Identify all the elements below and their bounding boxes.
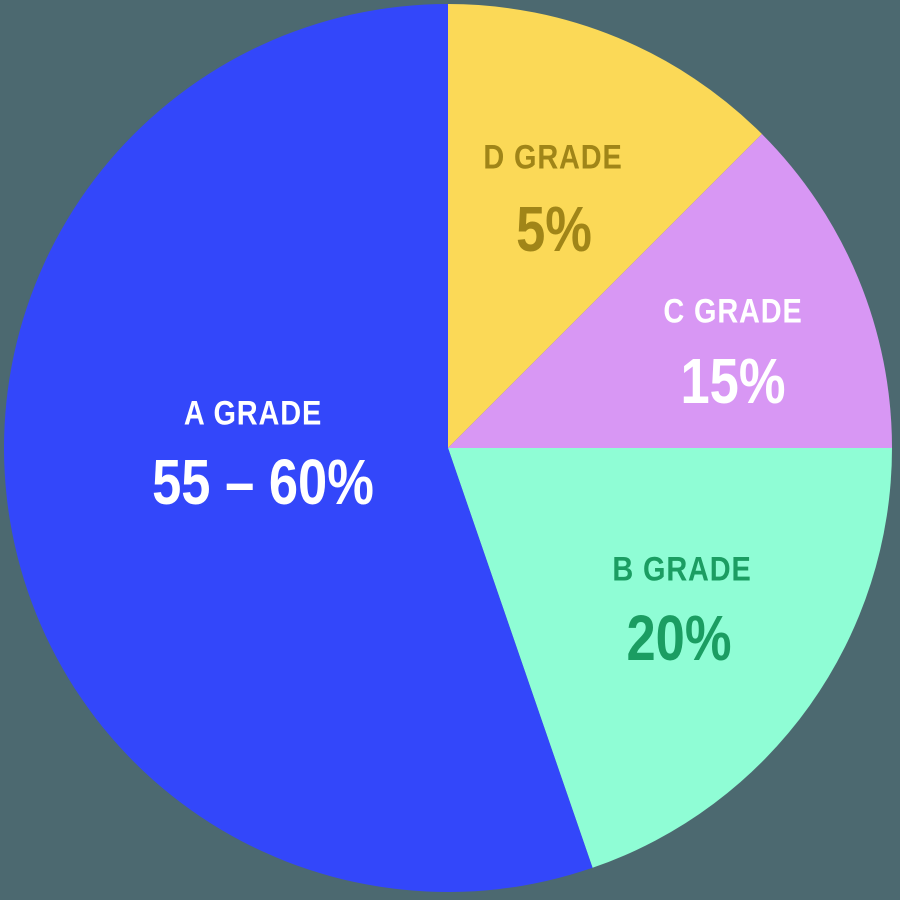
pie-slice-b-grade bbox=[448, 448, 892, 868]
slice-value-b-grade: 20% bbox=[626, 602, 732, 674]
slice-value-a-grade: 55 – 60% bbox=[152, 446, 374, 518]
pie-slice-c-grade bbox=[448, 134, 892, 449]
slice-value-c-grade: 15% bbox=[680, 345, 786, 417]
slice-label-a-grade: A GRADE bbox=[183, 394, 323, 433]
slice-label-d-grade: D GRADE bbox=[483, 138, 623, 177]
slice-value-d-grade: 5% bbox=[516, 193, 592, 265]
slice-label-c-grade: C GRADE bbox=[663, 292, 803, 331]
slice-label-b-grade: B GRADE bbox=[612, 550, 752, 589]
pie-slice-d-grade bbox=[448, 3, 762, 448]
pie-slice-a-grade bbox=[3, 4, 593, 892]
